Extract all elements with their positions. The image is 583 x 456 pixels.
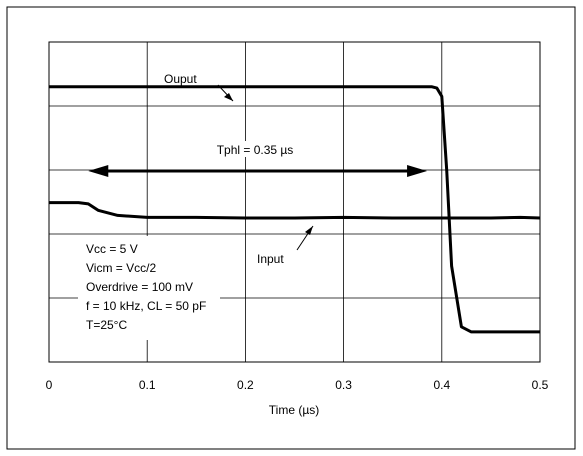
x-tick-label: 0.1: [139, 378, 156, 392]
tphl-arrowhead-left: [88, 165, 109, 177]
x-tick-label: 0.4: [433, 378, 450, 392]
series-line-ouput: [49, 85, 540, 334]
x-axis-label: Time (µs): [269, 403, 319, 417]
series-line-input: [49, 201, 541, 220]
tphl-label-background: [200, 141, 310, 157]
output-label-arrowhead: [224, 93, 233, 101]
tphl-arrow: [88, 165, 428, 177]
x-tick-label: 0: [46, 378, 53, 392]
condition-line: f = 10 kHz, CL = 50 pF: [86, 299, 206, 313]
condition-line: Vcc = 5 V: [86, 242, 138, 256]
figure-frame: [6, 6, 576, 450]
x-tick-label: 0.3: [335, 378, 352, 392]
input-label: Input: [257, 252, 284, 266]
condition-line: Overdrive = 100 mV: [86, 280, 193, 294]
conditions-background: [78, 236, 220, 340]
input-label-arrowhead: [305, 226, 313, 235]
x-tick-label: 0.2: [237, 378, 254, 392]
conditions-text: Vcc = 5 V Vicm = Vcc/2 Overdrive = 100 mV f…: [78, 236, 220, 340]
condition-line: T=25°C: [86, 318, 127, 332]
tphl-arrowhead-right: [407, 165, 428, 177]
tphl-label: Tphl = 0.35 µs: [217, 143, 294, 157]
series-lines: [49, 85, 541, 334]
x-tick-label: 0.5: [532, 378, 549, 392]
condition-line: Vicm = Vcc/2: [86, 261, 156, 275]
output-label: Ouput: [164, 72, 197, 86]
x-tick-labels: 0 0.1 0.2 0.3 0.4 0.5: [46, 378, 549, 392]
